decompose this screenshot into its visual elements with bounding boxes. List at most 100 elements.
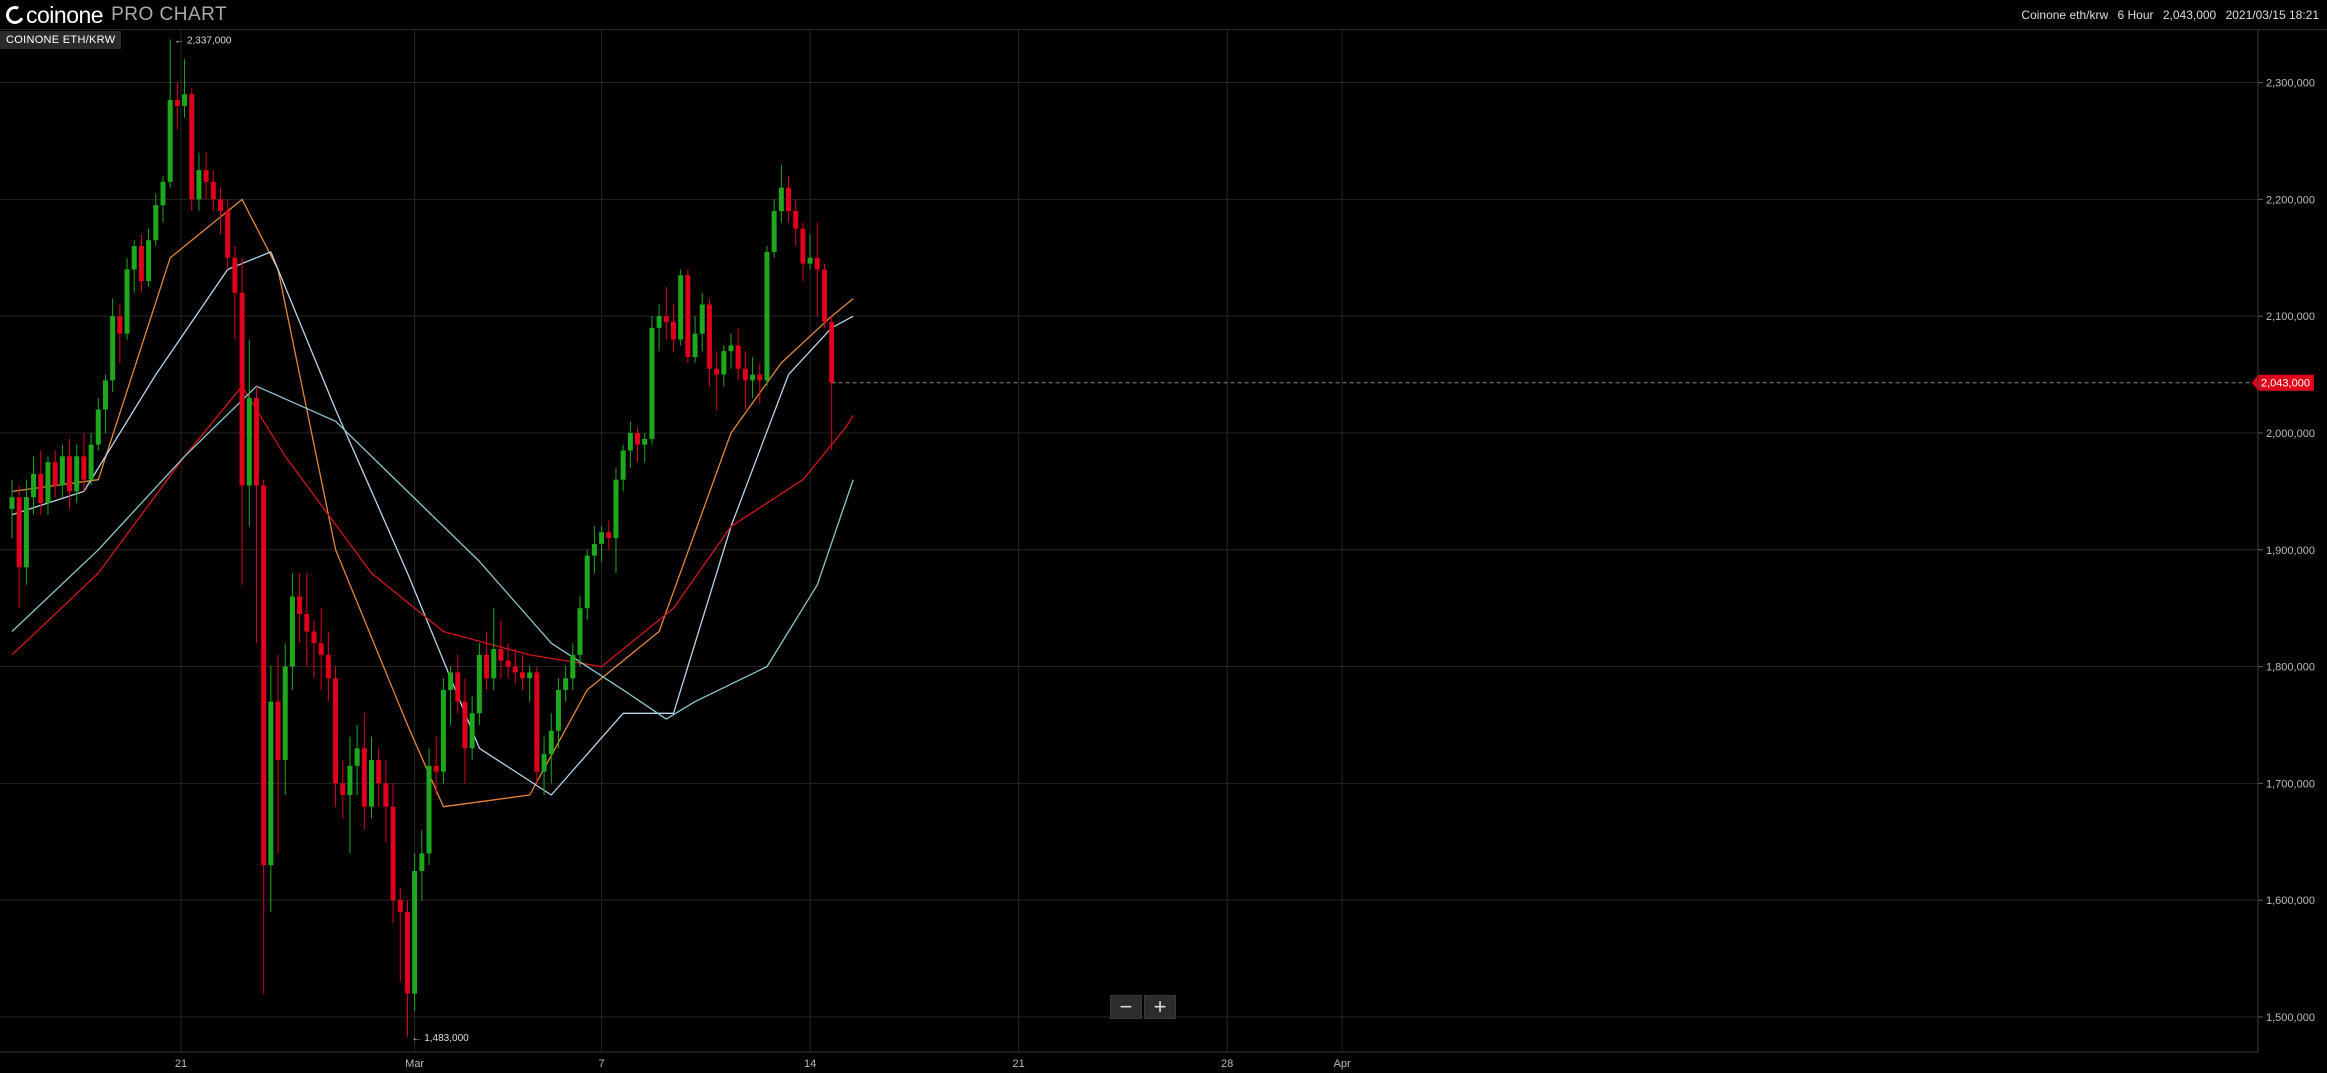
y-tick-label: 1,500,000 bbox=[2266, 1012, 2315, 1024]
y-axis: 1,500,000 1,600,000 1,700,000 1,800,000 1,90… bbox=[2257, 30, 2315, 1052]
candle-body bbox=[771, 211, 777, 252]
candle-body bbox=[117, 316, 123, 334]
candle-body bbox=[297, 596, 303, 614]
candle-body bbox=[491, 649, 497, 679]
moving-average-line bbox=[11, 251, 854, 796]
candle-body bbox=[750, 374, 756, 381]
candle-body bbox=[706, 304, 712, 369]
candle-body bbox=[59, 456, 65, 486]
candle-body bbox=[476, 654, 482, 714]
candle-body bbox=[656, 316, 662, 328]
y-tick-label: 1,900,000 bbox=[2266, 545, 2315, 557]
candle-body bbox=[289, 596, 295, 667]
candle-body bbox=[189, 94, 195, 200]
x-axis: 21 Mar 7 14 21 28 Apr bbox=[0, 1051, 2258, 1070]
candle-body bbox=[714, 368, 720, 375]
candle-body bbox=[678, 275, 684, 340]
candle-body bbox=[793, 211, 799, 229]
candle-body bbox=[670, 322, 676, 340]
candle-body bbox=[448, 672, 454, 690]
candle-body bbox=[512, 666, 518, 673]
symbol-label: COINONE ETH/KRW bbox=[0, 31, 122, 49]
candle-body bbox=[282, 666, 288, 760]
candle-body bbox=[584, 555, 590, 609]
y-tick-label: 2,300,000 bbox=[2266, 78, 2315, 90]
y-tick-label: 1,700,000 bbox=[2266, 778, 2315, 790]
y-tick-label: 1,600,000 bbox=[2266, 895, 2315, 907]
candle-body bbox=[67, 456, 73, 492]
candle-body bbox=[102, 380, 108, 410]
chart-grid bbox=[0, 30, 2258, 1052]
y-tick-label: 1,800,000 bbox=[2266, 662, 2315, 674]
candle-body bbox=[275, 701, 281, 760]
x-tick-label: 14 bbox=[804, 1058, 816, 1070]
x-tick-label: 21 bbox=[1012, 1058, 1024, 1070]
candle-body bbox=[534, 672, 540, 772]
moving-averages bbox=[11, 198, 854, 808]
candle-body bbox=[627, 432, 633, 451]
symbol-name: Coinone eth/krw bbox=[2021, 8, 2109, 22]
candle-body bbox=[505, 660, 511, 667]
candle-body bbox=[555, 689, 561, 731]
product-name: PRO CHART bbox=[111, 4, 228, 25]
candle-body bbox=[153, 205, 159, 241]
coinone-logo[interactable]: coinone PRO CHART bbox=[3, 2, 228, 28]
candle-body bbox=[304, 614, 310, 632]
candle-body bbox=[786, 187, 792, 212]
candle-body bbox=[131, 246, 137, 270]
candle-body bbox=[412, 870, 418, 994]
high-price-marker: ← 2,337,000 bbox=[174, 35, 232, 46]
candle-body bbox=[404, 911, 410, 994]
candle-body bbox=[462, 701, 468, 749]
last-price-badge bbox=[2252, 374, 2314, 391]
candle-body bbox=[52, 462, 58, 486]
chart-overlay: 2,043,000 ← 2,337,000 ← 1,483,000 bbox=[174, 35, 2314, 1044]
candle-body bbox=[9, 497, 15, 509]
candle-body bbox=[45, 462, 51, 504]
candle-body bbox=[814, 257, 820, 270]
candle-body bbox=[146, 240, 152, 282]
candle-body bbox=[685, 275, 691, 358]
candle-body bbox=[268, 701, 274, 866]
candle-body bbox=[821, 269, 827, 322]
candle-body bbox=[620, 450, 626, 480]
candle-body bbox=[110, 316, 116, 381]
zoom-controls: − + bbox=[1110, 995, 1176, 1019]
candle-body bbox=[548, 730, 554, 755]
coinone-logo-icon bbox=[3, 3, 27, 27]
candle-body bbox=[649, 327, 655, 439]
candle-body bbox=[196, 170, 202, 200]
candle-body bbox=[800, 228, 806, 264]
candle-body bbox=[699, 304, 705, 334]
candle-body bbox=[390, 806, 396, 901]
x-tick-label: 28 bbox=[1221, 1058, 1233, 1070]
candle-body bbox=[31, 473, 37, 498]
candle-body bbox=[16, 497, 22, 568]
candle-body bbox=[383, 783, 389, 807]
candles bbox=[9, 39, 835, 1037]
timestamp: 2021/03/15 18:21 bbox=[2225, 8, 2319, 22]
candle-body bbox=[728, 345, 734, 352]
candle-body bbox=[419, 853, 425, 871]
candle-body bbox=[225, 211, 231, 258]
candle-body bbox=[88, 444, 94, 480]
zoom-in-button[interactable]: + bbox=[1144, 995, 1176, 1019]
candle-body bbox=[433, 765, 439, 772]
candle-body bbox=[376, 760, 382, 784]
low-price-marker: ← 1,483,000 bbox=[411, 1033, 469, 1044]
candle-body bbox=[692, 333, 698, 358]
candle-body bbox=[311, 631, 317, 644]
candle-body bbox=[764, 251, 770, 381]
candle-body bbox=[246, 397, 252, 486]
candle-body bbox=[599, 532, 605, 544]
candle-body bbox=[469, 713, 475, 749]
candle-body bbox=[167, 100, 173, 182]
zoom-out-button[interactable]: − bbox=[1110, 995, 1142, 1019]
candle-body bbox=[455, 672, 461, 702]
candle-body bbox=[318, 643, 324, 655]
x-tick-label: Apr bbox=[1334, 1058, 1351, 1070]
interval-label: 6 Hour bbox=[2117, 8, 2154, 22]
candle-body bbox=[591, 543, 597, 556]
candle-body bbox=[253, 397, 259, 486]
